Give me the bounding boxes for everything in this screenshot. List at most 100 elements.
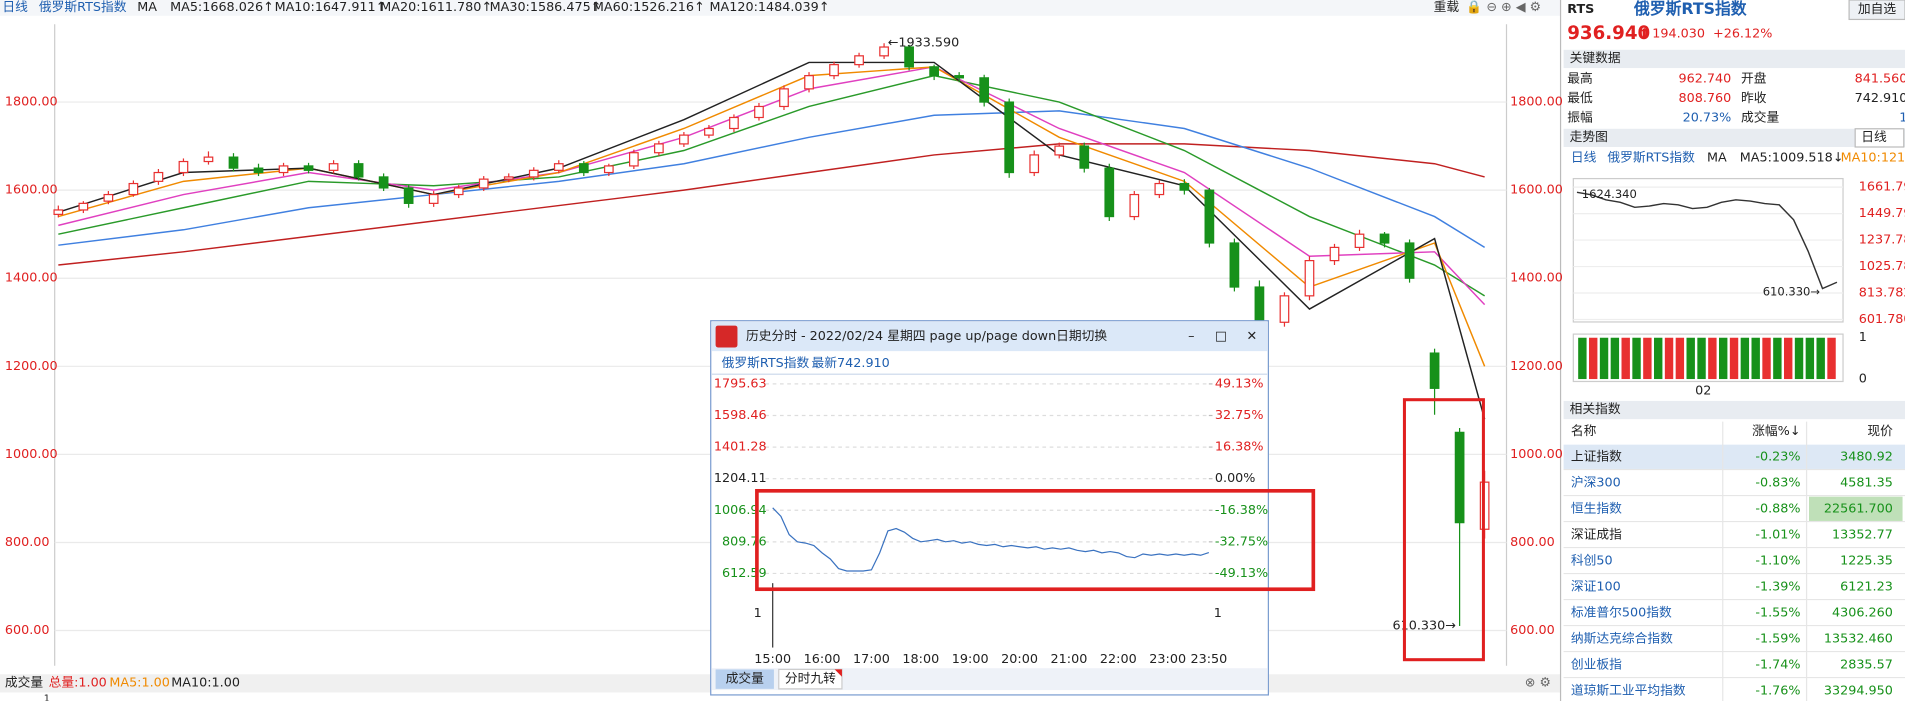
index-pct: -1.39% [1755,579,1800,594]
candle-body [278,165,289,174]
volume-bar [1686,337,1695,380]
y-tick-label: 1025.78 [1859,259,1905,274]
index-name[interactable]: 纳斯达克综合指数 [1571,631,1673,646]
y-tick-label: 600.00 [5,623,50,638]
volume-tick: 1 [1214,606,1222,621]
min-label: 610.330→ [1393,618,1457,633]
field-value: 962.740 [1679,71,1732,86]
candle-body [979,77,990,103]
candle-body [78,202,89,211]
candle-body [779,88,789,108]
y-tick-label: 1800.00 [5,95,58,110]
price: 936.940 [1567,23,1650,44]
toolbar-bg [0,0,1560,16]
index-name[interactable]: 深证100 [1571,579,1621,594]
code: RTS [1567,2,1594,17]
tab[interactable] [778,668,843,690]
candle-body [528,169,539,178]
minimize[interactable]: – [1188,329,1194,344]
tab-active[interactable] [715,669,774,689]
ma-value: MA10:1647.911↑ [275,0,387,15]
volume-label: 成交量 [5,674,43,690]
index-price: 13532.460 [1824,631,1893,646]
col-header: 名称 [1571,423,1597,439]
index-price: 2835.57 [1840,657,1893,672]
popup-icon [715,325,738,348]
ma-value: MA5:1009.518↓ [1740,150,1844,165]
candle-body [178,160,189,174]
volume-bar [1751,337,1760,380]
index-price: 3480.92 [1840,449,1893,464]
popup-titlebar [711,321,1268,352]
index-name[interactable]: 道琼斯工业平均指数 [1571,683,1686,698]
candle-body [1354,233,1365,249]
tab-label[interactable]: 成交量 [726,671,764,687]
y-tick-label: 1000.00 [5,447,58,462]
section-bg [1563,49,1905,69]
candle-body [804,75,814,90]
x-tick-label: 15:00 [754,652,791,667]
volume-bar [1599,337,1609,380]
index-name[interactable]: 沪深300 [1571,475,1621,490]
change: 194.030 [1652,27,1705,42]
index-name[interactable]: 科创50 [1571,553,1613,568]
highlight-box [1402,398,1485,662]
candle-body [1379,233,1390,244]
ma-label: MA [1707,150,1727,165]
y-tick-label: 1 [1859,330,1867,345]
volume-bar [1740,337,1750,380]
x-tick-label: 16:00 [804,652,841,667]
field-label: 成交量 [1741,109,1779,125]
index-name[interactable]: 恒生指数 [1571,501,1622,516]
volume-bar [1794,337,1804,380]
candle-body [1229,242,1240,288]
candle-body [303,165,314,171]
quote-name: 俄罗斯RTS指数 [1633,0,1747,18]
index-name[interactable]: 创业板指 [1571,657,1622,672]
intraday-line [772,507,1210,572]
icons[interactable]: ⊗ ⚙ [1525,675,1551,690]
volume-bar [1632,337,1641,380]
ma-value: MA5:1668.026↑ [170,0,274,15]
y-tick-label: 1600.00 [5,183,58,198]
candle-body [654,143,664,154]
popup-frame [710,320,1269,696]
candle-body [503,176,514,180]
maximize[interactable]: □ [1215,329,1227,344]
popup-window: – □ ✕ [710,320,1269,696]
volume-bar [1578,337,1587,380]
add-button[interactable]: 加自选 [1858,2,1896,17]
period-select[interactable] [1854,128,1905,148]
ma-value: MA60:1526.216↑ [593,0,705,15]
period-select[interactable]: 日线 [1861,130,1887,145]
candle-body [1129,193,1140,218]
y-tick-label: 1204.11 [714,471,767,486]
y-tick-label: 600.00 [1510,623,1555,638]
field-label: 开盘 [1741,70,1767,86]
candle-body [328,163,339,171]
index-pct: -1.01% [1755,527,1800,542]
tab-label[interactable]: 分时九转 [785,672,836,687]
y-tick-label: 1200.00 [5,359,58,374]
candle-body [578,163,589,174]
max-label: 1624.340 [1582,187,1637,201]
candle-body [603,165,614,174]
candle-body [628,152,639,167]
volume-bar [1643,337,1652,380]
change-pct: +26.12% [1713,27,1772,42]
candle-body [1329,246,1340,262]
y-tick-label: 1400.00 [5,271,58,286]
icons[interactable]: 🔒 ⊖ ⊕ ◀ ⚙ [1466,0,1541,15]
index-name[interactable]: 标准普尔500指数 [1571,605,1672,620]
x-label: 02 [1695,384,1711,399]
index-name[interactable]: 深证成指 [1571,527,1622,542]
close[interactable]: ✕ [1247,329,1258,344]
popup-latest: 最新742.910 [812,355,890,371]
index-name[interactable]: 上证指数 [1571,449,1622,464]
index-pct: -1.59% [1755,631,1800,646]
y-tick-label: 1600.00 [1510,183,1563,198]
reload[interactable]: 重载 [1434,0,1460,15]
volume-ma5: MA5:1.00 [109,675,170,690]
